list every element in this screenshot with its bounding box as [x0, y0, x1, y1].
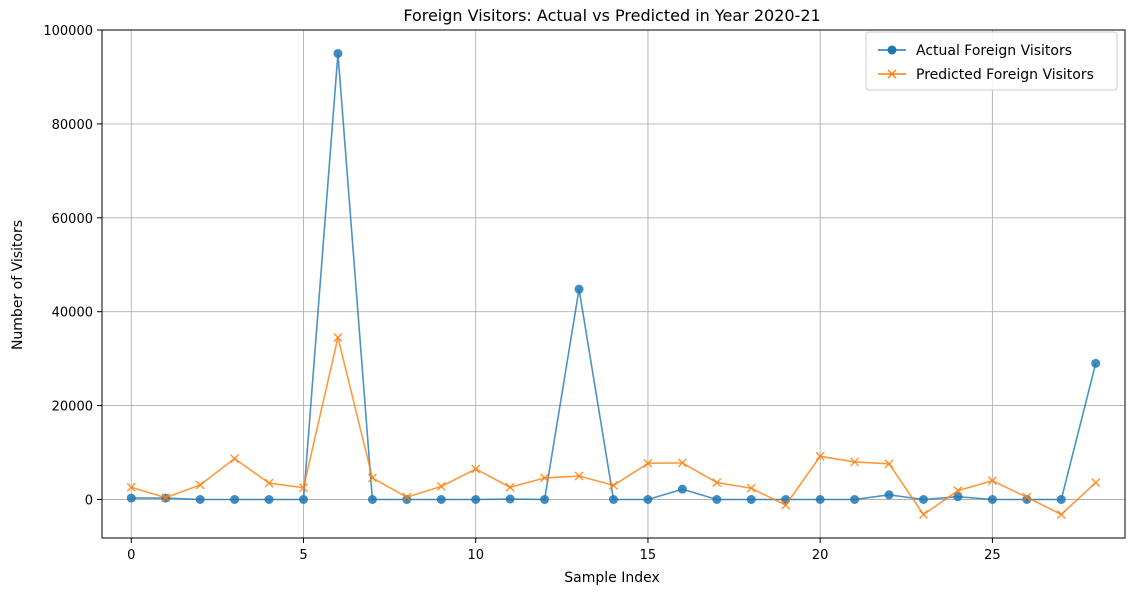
x-tick-label: 0	[127, 548, 135, 563]
data-point-predicted	[505, 482, 515, 492]
data-point-predicted	[677, 458, 687, 468]
x-tick-label: 10	[467, 548, 484, 563]
data-point-predicted	[712, 478, 722, 488]
data-point-actual	[850, 495, 860, 505]
data-point-actual	[1022, 495, 1032, 505]
data-point-actual	[953, 492, 963, 502]
data-point-actual	[505, 494, 515, 504]
data-point-predicted	[884, 459, 894, 469]
data-point-actual	[264, 495, 274, 505]
data-point-actual	[1091, 358, 1101, 368]
y-tick-label: 20000	[52, 400, 93, 415]
data-point-actual	[540, 495, 550, 505]
y-tick-label: 100000	[43, 24, 93, 39]
x-tick-label: 25	[984, 548, 1001, 563]
legend-marker-actual	[887, 45, 897, 55]
legend-label-actual: Actual Foreign Visitors	[916, 43, 1072, 59]
data-point-predicted	[574, 471, 584, 481]
data-point-actual	[919, 495, 928, 505]
data-point-actual	[195, 495, 205, 505]
data-point-predicted	[471, 464, 481, 474]
data-point-predicted	[264, 478, 274, 488]
series-line-predicted	[131, 337, 1097, 516]
data-point-predicted	[436, 481, 446, 491]
data-point-predicted	[126, 482, 136, 492]
data-point-actual	[746, 495, 756, 505]
x-tick-label: 20	[812, 548, 829, 563]
data-point-predicted	[746, 483, 756, 493]
chart-title: Foreign Visitors: Actual vs Predicted in…	[403, 6, 820, 25]
data-point-predicted	[161, 493, 171, 503]
data-point-predicted	[402, 492, 412, 502]
data-point-actual	[643, 495, 653, 505]
data-point-actual	[299, 495, 308, 505]
series-line-actual	[131, 53, 1097, 501]
plot-frame	[101, 29, 1126, 539]
data-point-predicted	[230, 454, 240, 464]
data-point-actual	[333, 48, 343, 58]
data-point-predicted	[367, 473, 377, 483]
data-point-predicted	[987, 476, 997, 486]
data-point-predicted	[540, 473, 550, 483]
data-point-actual	[884, 490, 894, 500]
data-point-actual	[987, 495, 997, 505]
legend-label-predicted: Predicted Foreign Visitors	[916, 67, 1094, 83]
data-point-actual	[677, 484, 687, 494]
data-point-actual	[367, 495, 377, 505]
axis-ticks: 0 5 10 15 20 25 0 20000 40000 60000 80000 100000	[43, 24, 1000, 563]
data-point-predicted	[299, 483, 308, 493]
data-point-actual	[230, 495, 240, 505]
data-point-predicted	[815, 451, 825, 461]
data-point-actual	[1056, 495, 1066, 505]
data-point-actual	[574, 284, 584, 294]
legend-box	[865, 31, 1118, 91]
y-axis-label: Number of Visitors	[10, 220, 26, 350]
legend-marker-predicted	[887, 69, 897, 79]
x-tick-label: 15	[640, 548, 657, 563]
x-tick-label: 5	[299, 548, 307, 563]
data-point-predicted	[1056, 510, 1066, 520]
data-point-predicted	[953, 486, 963, 496]
data-point-predicted	[1022, 492, 1032, 502]
data-point-actual	[126, 493, 136, 503]
data-point-predicted	[609, 480, 618, 490]
y-tick-label: 60000	[52, 212, 93, 227]
data-point-predicted	[195, 480, 205, 490]
y-tick-label: 0	[85, 494, 93, 509]
data-point-actual	[471, 495, 481, 505]
y-tick-label: 80000	[52, 118, 93, 133]
data-point-predicted	[850, 457, 860, 467]
grid-lines	[102, 29, 1125, 538]
data-point-predicted	[781, 500, 791, 510]
data-point-predicted	[919, 510, 928, 520]
y-tick-label: 40000	[52, 306, 93, 321]
data-point-predicted	[333, 333, 343, 343]
series-layer	[126, 48, 1101, 520]
legend: Actual Foreign Visitors Predicted Foreig…	[865, 31, 1118, 91]
data-point-predicted	[1091, 478, 1101, 488]
data-point-actual	[815, 495, 825, 505]
x-axis-label: Sample Index	[564, 570, 659, 586]
data-point-predicted	[643, 458, 653, 468]
data-point-actual	[609, 495, 618, 505]
data-point-actual	[712, 495, 722, 505]
data-point-actual	[436, 495, 446, 505]
